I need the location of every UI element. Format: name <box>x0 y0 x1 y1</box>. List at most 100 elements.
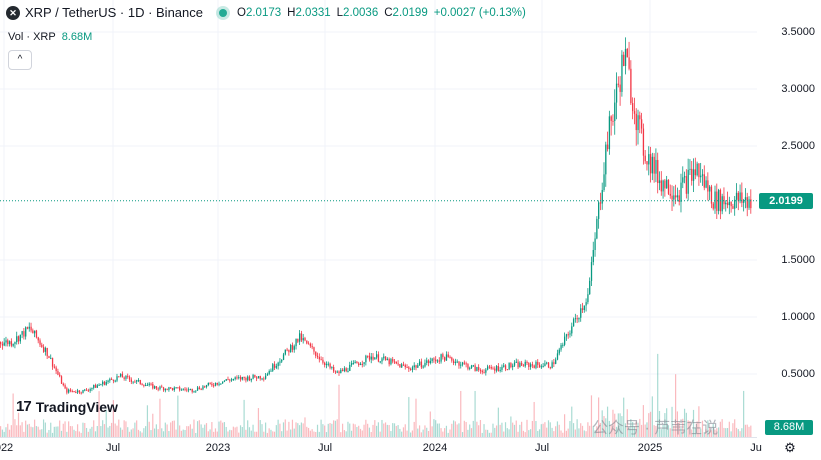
candle <box>538 364 541 368</box>
candle <box>735 192 738 200</box>
candle <box>193 391 195 393</box>
volume-bar <box>374 420 376 437</box>
candle <box>499 369 501 371</box>
collapse-legend-button[interactable]: ^ <box>8 50 32 70</box>
candle <box>281 359 283 362</box>
market-status-icon[interactable] <box>219 8 227 17</box>
volume-bar <box>678 422 680 437</box>
candle <box>78 390 81 393</box>
volume-bar <box>132 428 134 437</box>
volume-bar <box>28 423 30 437</box>
chart-pane[interactable]: ✕ XRP / TetherUS · 1D · Binance O2.0173 … <box>0 0 757 437</box>
candle <box>537 361 539 365</box>
volume-bar <box>546 427 548 437</box>
candle <box>621 54 623 92</box>
volume-bar <box>98 391 100 437</box>
candle <box>692 169 695 181</box>
candle <box>689 168 691 170</box>
candle <box>134 381 136 383</box>
candle <box>515 361 517 363</box>
candle <box>112 379 115 382</box>
candle <box>508 363 510 370</box>
candle <box>454 361 457 364</box>
price-scale[interactable]: 3.5000 3.0000 2.5000 2.0199 1.5000 1.000… <box>757 0 821 437</box>
candle <box>678 195 680 202</box>
volume-bar <box>50 422 52 437</box>
volume-bar <box>589 425 591 437</box>
volume-bar <box>161 428 163 437</box>
candle <box>207 383 209 386</box>
candle <box>264 375 267 379</box>
volume-bar <box>440 428 442 437</box>
volume-bar <box>146 405 149 437</box>
tradingview-logo[interactable]: 17 TradingView <box>16 398 118 415</box>
volume-bar <box>103 424 106 437</box>
candle <box>662 180 664 192</box>
volume-bar <box>315 432 317 437</box>
volume-bar <box>474 390 476 437</box>
volume-bar <box>553 431 555 437</box>
volume-bar <box>615 426 618 437</box>
candle <box>162 387 165 391</box>
gear-icon[interactable]: ⚙ <box>784 440 796 455</box>
candle <box>653 156 655 174</box>
volume-bar <box>578 428 580 437</box>
candle <box>648 154 650 165</box>
candle <box>469 367 471 369</box>
candle <box>657 159 659 184</box>
volume-bar <box>266 432 268 437</box>
volume-bar <box>393 423 396 437</box>
volume-bar <box>734 419 736 437</box>
candle <box>712 203 714 209</box>
price-chart[interactable] <box>0 0 757 437</box>
candle <box>166 388 168 390</box>
volume-bar <box>685 412 687 437</box>
candle <box>213 385 215 387</box>
volume-bar <box>134 422 136 437</box>
x-logo-icon[interactable]: ✕ <box>6 5 20 20</box>
candle <box>84 389 86 391</box>
candle <box>17 336 20 342</box>
volume-bar <box>245 429 247 437</box>
time-scale[interactable]: 022 Jul 2023 Jul 2024 Jul 2025 Ju <box>0 437 762 460</box>
candle <box>222 381 224 384</box>
volume-bar <box>218 421 220 437</box>
candle <box>184 388 186 390</box>
volume-bar <box>487 429 489 437</box>
volume-bar <box>499 424 501 437</box>
volume-bar <box>82 422 84 437</box>
volume-bar <box>716 428 718 437</box>
candle <box>297 338 299 342</box>
candle <box>205 385 208 387</box>
candle <box>685 176 688 194</box>
candle <box>649 154 652 174</box>
candle <box>556 353 559 360</box>
volume-bar <box>444 428 446 437</box>
symbol-title[interactable]: XRP / TetherUS · 1D · Binance <box>25 5 203 20</box>
volume-bar <box>93 420 95 437</box>
candle <box>132 381 134 383</box>
volume-bar <box>438 423 440 437</box>
volume-legend[interactable]: Vol · XRP 8.68M <box>8 31 92 43</box>
candle <box>458 361 460 366</box>
candle <box>48 356 50 358</box>
candle <box>69 389 72 391</box>
volume-bar <box>675 374 677 437</box>
candle <box>655 159 657 174</box>
volume-bar <box>166 424 168 437</box>
candle <box>583 305 585 310</box>
volume-bar <box>141 432 143 437</box>
candle <box>32 330 34 334</box>
candle <box>349 364 351 371</box>
volume-bar <box>324 425 326 437</box>
volume-bar <box>404 424 406 437</box>
volume-bar <box>259 420 261 437</box>
candle <box>526 361 528 364</box>
candle <box>93 385 95 388</box>
candle <box>177 387 179 389</box>
volume-bar <box>497 407 499 437</box>
candle <box>680 182 682 202</box>
volume-bar <box>365 419 367 437</box>
volume-bar <box>195 432 197 437</box>
volume-bar <box>354 424 356 437</box>
